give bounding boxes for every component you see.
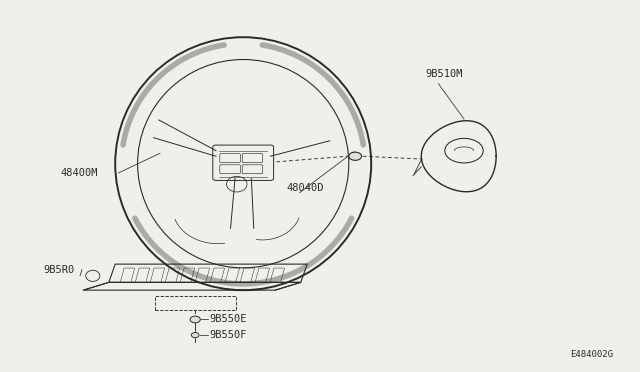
Ellipse shape — [190, 316, 200, 323]
Text: 48400M: 48400M — [61, 168, 99, 178]
Text: 9B510M: 9B510M — [426, 70, 463, 79]
Text: 9B5R0: 9B5R0 — [44, 265, 75, 275]
Text: 48040D: 48040D — [287, 183, 324, 193]
Text: 9B550E: 9B550E — [209, 314, 247, 324]
Text: 9B550F: 9B550F — [209, 330, 247, 340]
Ellipse shape — [191, 333, 199, 338]
Ellipse shape — [349, 152, 362, 160]
Bar — [155, 296, 236, 310]
Text: E484002G: E484002G — [570, 350, 613, 359]
